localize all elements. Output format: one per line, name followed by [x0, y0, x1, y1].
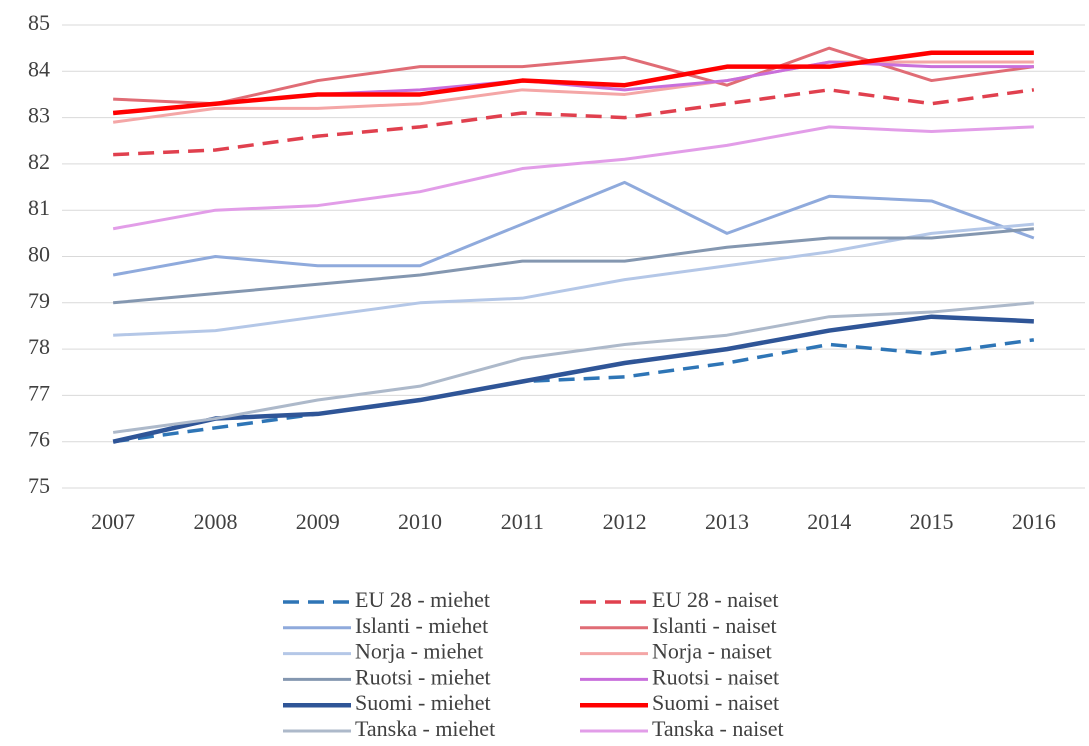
y-tick-label: 80 — [28, 242, 50, 267]
y-tick-label: 85 — [28, 10, 50, 35]
x-tick-label: 2016 — [1012, 509, 1056, 534]
y-tick-label: 75 — [28, 473, 50, 498]
x-tick-label: 2014 — [807, 509, 851, 534]
x-tick-label: 2008 — [193, 509, 237, 534]
legend-label: Tanska - miehet — [355, 716, 495, 741]
y-tick-label: 81 — [28, 195, 50, 220]
legend-label: Ruotsi - naiset — [652, 664, 779, 689]
legend-label: Suomi - naiset — [652, 690, 779, 715]
x-tick-label: 2015 — [910, 509, 954, 534]
series-line — [112, 50, 1034, 116]
legend-label: Tanska - naiset — [652, 716, 784, 741]
y-tick-label: 76 — [28, 427, 50, 452]
x-tick-label: 2013 — [705, 509, 749, 534]
series-line — [112, 60, 1034, 124]
y-tick-label: 79 — [28, 288, 50, 313]
legend-label: Suomi - miehet — [355, 690, 491, 715]
legend-label: Norja - naiset — [652, 639, 772, 664]
series-line — [112, 314, 1034, 444]
y-tick-label: 78 — [28, 334, 50, 359]
series-line — [113, 88, 1035, 157]
x-tick-label: 2012 — [603, 509, 647, 534]
series-line — [112, 125, 1034, 231]
y-tick-label: 77 — [28, 380, 50, 405]
series-line — [112, 338, 1035, 444]
x-tick-label: 2011 — [501, 509, 544, 534]
series-line — [113, 227, 1034, 305]
legend-label: EU 28 - naiset — [652, 587, 778, 612]
y-tick-label: 82 — [28, 149, 50, 174]
legend-label: Norja - miehet — [355, 639, 483, 664]
y-tick-label: 83 — [28, 103, 50, 128]
series-line — [112, 301, 1034, 434]
series-line — [112, 180, 1035, 277]
x-tick-label: 2007 — [91, 509, 135, 534]
legend-label: Islanti - naiset — [652, 613, 777, 638]
x-tick-label: 2009 — [296, 509, 340, 534]
x-tick-label: 2010 — [398, 509, 442, 534]
legend-label: Islanti - miehet — [355, 613, 488, 638]
y-tick-label: 84 — [28, 56, 50, 81]
legend-label: Ruotsi - miehet — [355, 664, 491, 689]
series-line — [113, 222, 1034, 337]
legend-label: EU 28 - miehet — [355, 587, 490, 612]
